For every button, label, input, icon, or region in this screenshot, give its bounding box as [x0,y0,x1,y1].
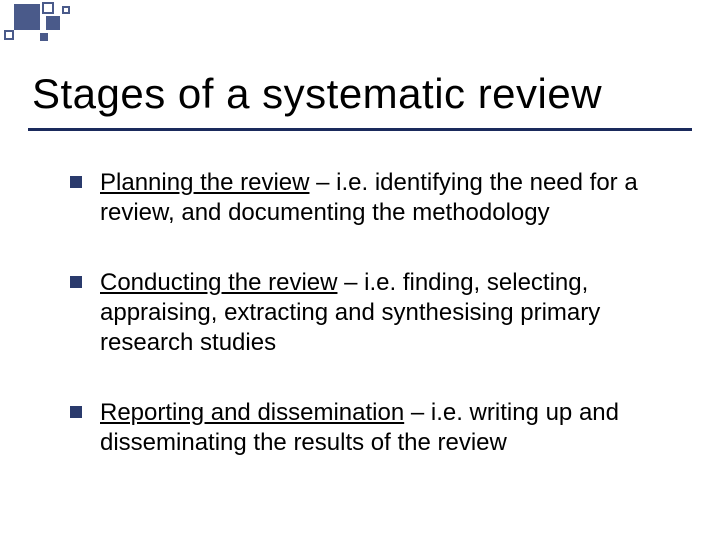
corner-decoration [0,0,150,50]
list-item: Planning the review – i.e. identifying t… [70,168,670,228]
square-bullet-icon [70,276,82,288]
title-underline [28,128,692,131]
list-item-text: Conducting the review – i.e. finding, se… [100,268,670,358]
bullet-lead: Conducting the review [100,269,337,296]
slide-title: Stages of a systematic review [32,70,602,118]
list-item-text: Planning the review – i.e. identifying t… [100,168,670,228]
square-bullet-icon [70,406,82,418]
list-item-text: Reporting and dissemination – i.e. writi… [100,398,670,458]
bullet-lead: Reporting and dissemination [100,399,404,426]
list-item: Reporting and dissemination – i.e. writi… [70,398,670,458]
bullet-list: Planning the review – i.e. identifying t… [70,168,670,498]
square-bullet-icon [70,176,82,188]
bullet-lead: Planning the review [100,169,309,196]
list-item: Conducting the review – i.e. finding, se… [70,268,670,358]
